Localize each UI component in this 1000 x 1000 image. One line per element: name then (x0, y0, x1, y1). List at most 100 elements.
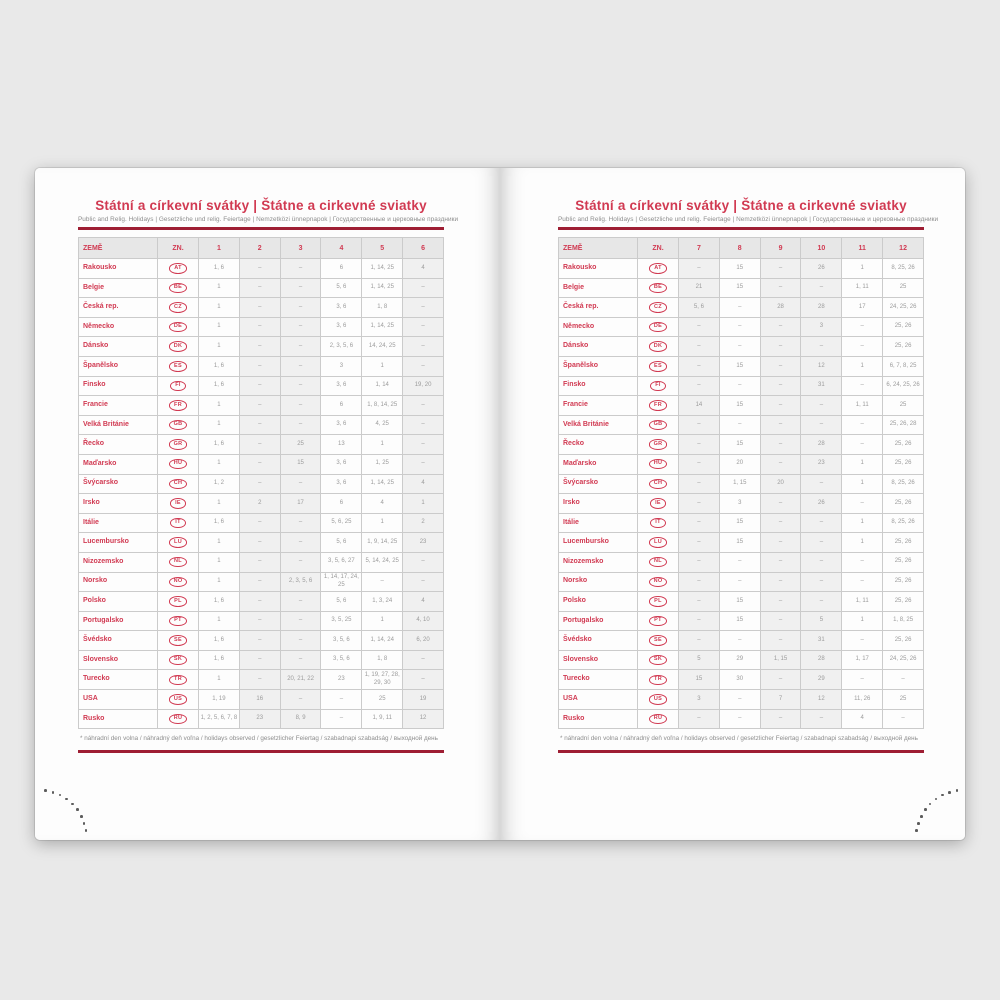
country-code-badge: SK (648, 654, 668, 666)
column-header: 5 (361, 237, 404, 259)
holiday-dates-cell: 1 (198, 336, 240, 357)
holiday-dates-cell: 2, 3, 5, 6 (279, 571, 322, 593)
perforation-dot (51, 791, 55, 794)
holiday-dates-cell: – (800, 591, 843, 612)
country-name: Rakousko (558, 258, 638, 279)
holiday-dates-cell: 29 (718, 649, 761, 671)
column-header: 9 (759, 237, 802, 259)
holiday-dates-cell: 1, 6 (198, 434, 240, 455)
perforation-dot (84, 829, 88, 833)
holiday-dates-cell: 1 (198, 669, 240, 691)
country-name: Rusko (78, 708, 158, 730)
country-name: Německo (558, 316, 638, 338)
table-row: Maďarsko HU 1–15 3, 6 1, 25– (78, 453, 444, 475)
holiday-dates-cell: – (238, 532, 281, 553)
country-code-badge: IT (170, 517, 186, 529)
country-name: Lucembursko (558, 532, 638, 553)
table-row: Irsko IE 1 2 17 6 4 1 (78, 493, 444, 514)
holiday-dates-cell: 1, 8, 25 (882, 610, 924, 632)
country-name: Česká rep. (558, 297, 638, 318)
holiday-dates-cell: 5, 6 (678, 297, 720, 318)
country-code-cell: ES (157, 355, 199, 377)
holiday-dates-cell: 1, 8 (361, 297, 404, 318)
holiday-dates-cell: – (678, 630, 720, 651)
table-row: Řecko GR –15–28–25, 26 (558, 434, 924, 455)
holiday-dates-cell: 3 (800, 316, 843, 338)
country-code-badge: NO (648, 576, 668, 588)
holiday-dates-cell: – (678, 591, 720, 612)
holiday-dates-cell: 14, 24, 25 (361, 336, 404, 357)
holiday-dates-cell: 1 (198, 297, 240, 318)
country-code-badge: SE (649, 635, 667, 646)
holiday-dates-cell: – (279, 316, 322, 338)
holiday-dates-cell: 6, 20 (402, 630, 444, 651)
country-code-badge: NO (168, 576, 188, 588)
country-code-cell: PL (157, 591, 199, 612)
table-row: Finsko FI 1, 6– –3, 6 1, 14 19, 20 (78, 375, 444, 397)
table-row: Polsko PL 1, 6– –5, 6 1, 3, 24 4 (78, 591, 444, 612)
holiday-dates-cell: 3 (718, 493, 761, 514)
holiday-dates-cell: 21 (678, 277, 720, 299)
table-row: Česká rep. CZ 1– –3, 6 1, 8– (78, 297, 444, 318)
country-code-badge: ES (169, 361, 187, 372)
country-code-badge: GR (168, 439, 188, 450)
country-name: Velká Británie (78, 414, 158, 436)
country-name: Itálie (558, 512, 638, 534)
holiday-dates-cell: 20, 21, 22 (279, 669, 322, 691)
holiday-dates-cell: – (279, 277, 322, 299)
holiday-dates-cell: 3, 6 (320, 375, 363, 397)
footnote: * náhradní den volna / náhradný deň voľn… (80, 735, 438, 743)
column-header: ZEMĚ (78, 237, 158, 259)
holiday-dates-cell: 1, 19 (198, 689, 240, 710)
holiday-dates-cell: 5, 6, 25 (320, 512, 363, 534)
holiday-dates-cell: – (402, 395, 444, 416)
table-row: Irsko IE –3–26–25, 26 (558, 493, 924, 514)
country-name: Belgie (558, 277, 638, 299)
holiday-dates-cell: 6, 24, 25, 26 (882, 375, 924, 397)
holiday-dates-cell: 31 (800, 630, 843, 651)
holiday-dates-cell: 25, 26 (882, 591, 924, 612)
holiday-dates-cell: 3, 5, 25 (320, 610, 363, 632)
holiday-dates-cell: 12 (800, 355, 843, 377)
country-code-badge: PT (169, 615, 187, 627)
column-header: 2 (238, 237, 281, 259)
country-name: Rusko (558, 708, 638, 730)
table-row: Polsko PL –15– –1, 11 25, 26 (558, 591, 924, 612)
holiday-dates-cell: 1, 9, 14, 25 (361, 532, 404, 553)
holiday-dates-cell: 28 (759, 297, 802, 318)
holiday-dates-cell: – (759, 493, 802, 514)
country-code-badge: GB (168, 419, 188, 431)
country-code-badge: TR (649, 674, 667, 686)
holiday-dates-cell: 1 (841, 453, 884, 475)
country-code-cell: DK (157, 336, 199, 357)
table-row: Portugalsko PT 1– –3, 5, 25 1 4, 10 (78, 610, 444, 632)
holiday-dates-cell: 3, 5, 6 (320, 630, 363, 651)
holiday-dates-cell: – (759, 512, 802, 534)
country-code-cell: RU (157, 708, 199, 730)
holiday-dates-cell: 25, 26 (882, 493, 924, 514)
holiday-dates-cell: – (718, 708, 761, 730)
country-code-cell: TR (157, 669, 199, 691)
country-name: Řecko (78, 434, 158, 455)
holiday-dates-cell: – (279, 551, 322, 573)
holiday-dates-cell: 19, 20 (402, 375, 444, 397)
header-row: ZEMĚ ZN. 7 8 9 10 11 12 (558, 237, 924, 259)
holidays-table-months-1-6: ZEMĚ ZN. 1 2 3 4 5 6 Rakousko AT 1, 6– –6 1, 14, 25 4… (78, 237, 444, 730)
holiday-dates-cell: 15 (718, 591, 761, 612)
holiday-dates-cell: 1, 14, 17, 24, 25 (320, 571, 363, 593)
country-code-cell: GR (637, 434, 679, 455)
perforation-dot (71, 802, 74, 806)
holiday-dates-cell: 1 (198, 414, 240, 436)
country-code-cell: CH (637, 473, 679, 495)
country-name: Polsko (78, 591, 158, 612)
country-name: Velká Británie (558, 414, 638, 436)
country-code-cell: DK (637, 336, 679, 357)
holiday-dates-cell: – (279, 649, 322, 671)
holiday-dates-cell: – (238, 297, 281, 318)
holiday-dates-cell: 15 (718, 434, 761, 455)
holiday-dates-cell: 4, 10 (402, 610, 444, 632)
column-header: 11 (841, 237, 884, 259)
holiday-dates-cell: 1, 8 (361, 649, 404, 671)
holiday-dates-cell: – (279, 414, 322, 436)
holiday-dates-cell: – (238, 277, 281, 299)
